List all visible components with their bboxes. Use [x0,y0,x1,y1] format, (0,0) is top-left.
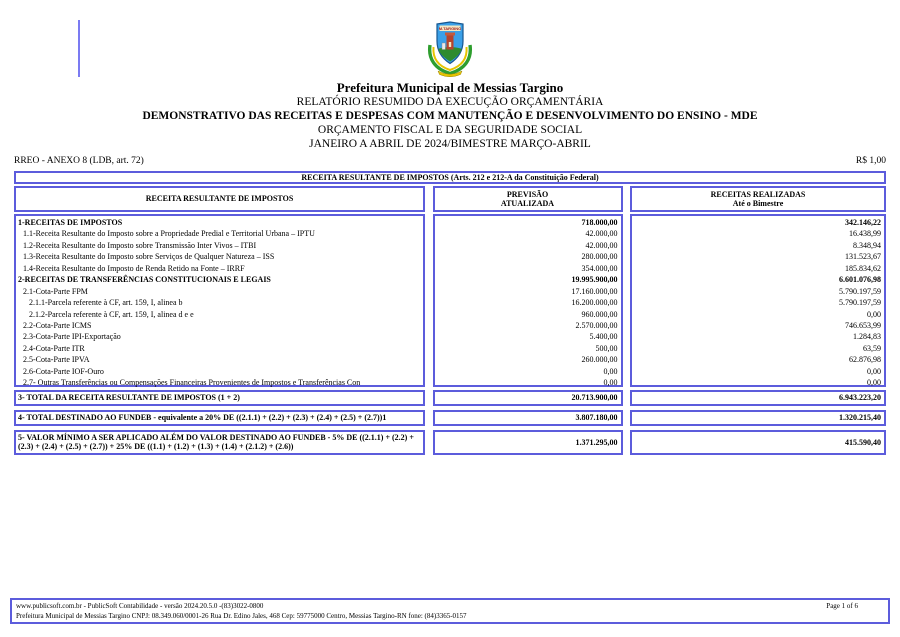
row-label: 2-RECEITAS DE TRANSFERÊNCIAS CONSTITUCIO… [18,275,271,285]
row-label: 2.2-Cota-Parte ICMS [23,320,92,330]
row-realizada: 185.834,62 [845,263,881,273]
row-realizada: 63,59 [863,343,881,353]
realizadas-column: 342.146,22 16.438,99 8.348,94 131.523,67… [630,214,886,387]
row-previsao: 260.000,00 [581,355,618,365]
total-row-3: 3- TOTAL DA RECEITA RESULTANTE DE IMPOST… [14,390,886,406]
row-previsao: 0,00 [603,366,618,376]
row-realizada: 5.790.197,59 [839,286,881,296]
row-realizada: 6.601.076,98 [839,275,881,285]
municipal-coat-of-arms-icon: M.TARGINO [427,21,473,77]
row-label: 2.1.1-Parcela referente à CF, art. 159, … [29,298,183,308]
row-realizada: 5.790.197,59 [839,298,881,308]
row-previsao: 280.000,00 [581,252,618,262]
row-realizada: 62.876,98 [849,355,881,365]
col-header-previsao: PREVISÃO ATUALIZADA [432,186,623,212]
total-realizada: 1.320.215,40 [630,409,886,426]
row-realizada: 16.438,99 [849,229,881,239]
period-title: JANEIRO A ABRIL DE 2024/BIMESTRE MARÇO-A… [309,138,591,150]
row-realizada: 131.523,67 [845,252,881,262]
row-realizada: 0,00 [867,378,881,388]
page-footer: www.publicsoft.com.br - PublicSoft Conta… [10,598,890,624]
total-label: 4- TOTAL DESTINADO AO FUNDEB - equivalen… [18,412,387,422]
row-label: 1.3-Receita Resultante do Imposto sobre … [23,252,275,262]
total-realizada: 6.943.223,20 [630,390,886,406]
row-realizada: 0,00 [867,309,881,319]
currency-unit: R$ 1,00 [855,156,886,166]
logo-container: M.TARGINO [0,21,900,82]
row-previsao: 500,00 [595,343,618,353]
total-realizada: 415.590,40 [630,429,886,455]
row-previsao: 960.000,00 [581,309,618,319]
row-label: 2.6-Cota-Parte IOF-Ouro [23,366,104,376]
total-label: 5- VALOR MÍNIMO A SER APLICADO ALÉM DO V… [18,432,414,452]
labels-column: 1-RECEITAS DE IMPOSTOS 1.1-Receita Resul… [14,214,425,387]
row-realizada: 1.284,83 [853,332,881,342]
total-previsao: 3.807.180,00 [432,409,623,426]
row-label: 1.1-Receita Resultante do Imposto sobre … [23,229,315,239]
table-body: 1-RECEITAS DE IMPOSTOS 1.1-Receita Resul… [14,214,886,387]
row-realizada: 342.146,22 [845,218,881,227]
row-label: 2.4-Cota-Parte ITR [23,343,85,353]
row-realizada: 0,00 [867,366,881,376]
revenue-table: RECEITA RESULTANTE DE IMPOSTOS (Arts. 21… [14,171,886,455]
row-previsao: 0,00 [603,378,618,388]
row-previsao: 42.000,00 [585,240,618,250]
annex-row: RREO - ANEXO 8 (LDB, art. 72) R$ 1,00 [14,156,886,166]
row-realizada: 8.348,94 [853,240,881,250]
footer-software-info: www.publicsoft.com.br - PublicSoft Conta… [16,602,264,610]
row-previsao: 718.000,00 [581,218,618,227]
statement-title: DEMONSTRATIVO DAS RECEITAS E DESPESAS CO… [142,110,758,122]
annex-label: RREO - ANEXO 8 (LDB, art. 72) [14,156,144,166]
row-label: 2.5-Cota-Parte IPVA [23,355,90,365]
row-label: 2.3-Cota-Parte IPI-Exportação [23,332,121,342]
previsao-column: 718.000,00 42.000,00 42.000,00 280.000,0… [432,214,623,388]
footer-org-info: Prefeitura Municipal de Messias Targino … [16,612,467,620]
left-margin-line [78,20,80,77]
total-previsao: 1.371.295,00 [432,429,623,455]
document-titles: Prefeitura Municipal de Messias Targino … [0,80,900,151]
row-realizada: 746.653,99 [845,320,881,330]
total-row-5: 5- VALOR MÍNIMO A SER APLICADO ALÉM DO V… [14,429,886,455]
org-name: Prefeitura Municipal de Messias Targino [336,80,564,95]
row-previsao: 19.995.900,00 [571,275,618,285]
table-section-title: RECEITA RESULTANTE DE IMPOSTOS (Arts. 21… [14,171,886,184]
row-label: 2.7- Outras Transferências ou Compensaçõ… [23,378,361,388]
row-label: 1.4-Receita Resultante do Imposto de Ren… [23,263,245,273]
row-label: 1-RECEITAS DE IMPOSTOS [18,218,123,227]
svg-text:M.TARGINO: M.TARGINO [439,26,462,31]
report-title: RELATÓRIO RESUMIDO DA EXECUÇÃO ORÇAMENTÁ… [296,96,604,108]
row-label: 1.2-Receita Resultante do Imposto sobre … [23,240,257,250]
row-previsao: 16.200.000,00 [571,298,618,308]
row-previsao: 17.160.000,00 [571,286,618,296]
col-header-realizadas: RECEITAS REALIZADAS Até o Bimestre [630,186,886,212]
row-label: 2.1-Cota-Parte FPM [23,286,88,296]
total-row-4: 4- TOTAL DESTINADO AO FUNDEB - equivalen… [14,409,886,426]
scope-title: ORÇAMENTO FISCAL E DA SEGURIDADE SOCIAL [317,124,583,136]
row-previsao: 42.000,00 [585,229,618,239]
col-header-receita: RECEITA RESULTANTE DE IMPOSTOS [14,186,425,212]
row-label: 2.1.2-Parcela referente à CF, art. 159, … [29,309,194,319]
row-previsao: 354.000,00 [581,263,618,273]
row-previsao: 2.570.000,00 [575,320,618,330]
page-number: Page 1 of 6 [826,602,858,610]
row-previsao: 5.400,00 [589,332,618,342]
total-label: 3- TOTAL DA RECEITA RESULTANTE DE IMPOST… [18,393,240,402]
table-header-row: RECEITA RESULTANTE DE IMPOSTOS PREVISÃO … [14,186,886,212]
total-previsao: 20.713.900,00 [432,390,623,406]
